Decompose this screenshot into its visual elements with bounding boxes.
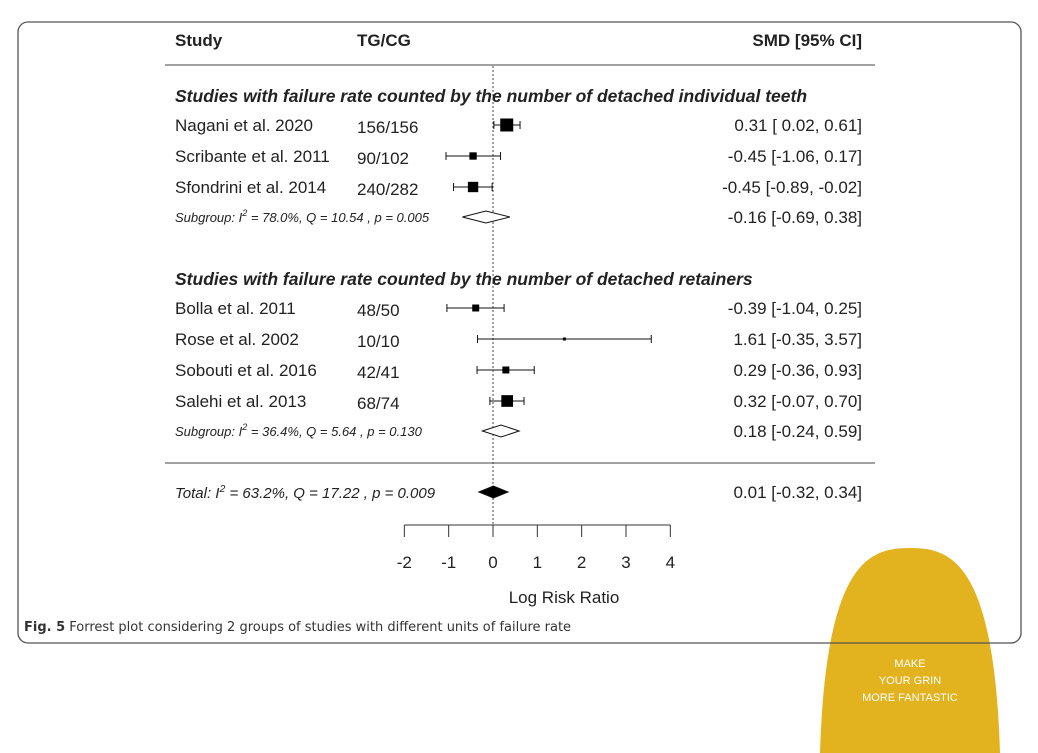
- ad-line: YOUR GRIN: [879, 675, 941, 687]
- tick-label: -2: [397, 553, 412, 572]
- caption-text: Forrest plot considering 2 groups of stu…: [65, 620, 571, 635]
- point-estimate: [501, 395, 514, 407]
- study-counts: 10/10: [357, 332, 400, 351]
- tick-label: 1: [533, 553, 542, 572]
- tick-label: 0: [488, 553, 497, 572]
- ad-line: MORE FANTASTIC: [862, 692, 958, 704]
- study-effect: 1.61 [-0.35, 3.57]: [733, 330, 862, 349]
- point-estimate: [500, 118, 514, 132]
- x-axis-label: Log Risk Ratio: [509, 588, 620, 607]
- study-counts: 48/50: [357, 301, 400, 320]
- header-counts: TG/CG: [357, 31, 411, 50]
- group-title: Studies with failure rate counted by the…: [175, 86, 807, 106]
- subgroup-diamond: [480, 424, 521, 438]
- study-name: Scribante et al. 2011: [175, 147, 330, 166]
- study-counts: 240/282: [357, 180, 418, 199]
- total-effect: 0.01 [-0.32, 0.34]: [733, 483, 862, 502]
- study-name: Salehi et al. 2013: [175, 392, 306, 411]
- study-effect: -0.39 [-1.04, 0.25]: [728, 299, 862, 318]
- point-estimate: [562, 337, 566, 341]
- study-effect: -0.45 [-1.06, 0.17]: [728, 147, 862, 166]
- study-name: Sfondrini et al. 2014: [175, 178, 326, 197]
- subgroup-diamond: [462, 210, 510, 224]
- figure-caption: Fig. 5 Forrest plot considering 2 groups…: [24, 620, 571, 635]
- total-stats: Total: I2 = 63.2%, Q = 17.22 , p = 0.009: [175, 483, 436, 502]
- study-effect: -0.45 [-0.89, -0.02]: [722, 178, 862, 197]
- point-estimate: [472, 304, 480, 312]
- tick-label: -1: [441, 553, 456, 572]
- point-estimate: [469, 152, 477, 160]
- study-name: Rose et al. 2002: [175, 330, 299, 349]
- group-title: Studies with failure rate counted by the…: [175, 269, 753, 289]
- point-estimate: [502, 366, 510, 374]
- x-axis: -2 -1 0 1 2 3 4: [397, 524, 675, 572]
- point-estimate: [467, 181, 479, 193]
- total-diamond: [477, 485, 510, 499]
- study-effect: 0.32 [-0.07, 0.70]: [733, 392, 862, 411]
- study-counts: 156/156: [357, 118, 418, 137]
- ad-text: MAKE YOUR GRIN MORE FANTASTIC: [862, 658, 958, 704]
- study-counts: 42/41: [357, 363, 400, 382]
- tick-label: 3: [621, 553, 630, 572]
- figure-frame: [17, 21, 1022, 644]
- header-effect: SMD [95% CI]: [752, 31, 862, 50]
- tick-label: 4: [666, 553, 675, 572]
- caption-label: Fig. 5: [24, 620, 65, 635]
- subgroup-stats: Subgroup: I2 = 36.4%, Q = 5.64 , p = 0.1…: [175, 422, 423, 439]
- ad-shape: [820, 548, 1000, 753]
- tick-label: 2: [577, 553, 586, 572]
- subgroup-stats: Subgroup: I2 = 78.0%, Q = 10.54 , p = 0.…: [175, 208, 430, 225]
- study-counts: 90/102: [357, 149, 409, 168]
- study-effect: 0.29 [-0.36, 0.93]: [733, 361, 862, 380]
- subgroup-effect: 0.18 [-0.24, 0.59]: [733, 422, 862, 441]
- ad-line: MAKE: [894, 658, 925, 670]
- subgroup-effect: -0.16 [-0.69, 0.38]: [728, 208, 862, 227]
- study-counts: 68/74: [357, 394, 400, 413]
- study-name: Nagani et al. 2020: [175, 116, 313, 135]
- header-study: Study: [175, 31, 223, 50]
- study-effect: 0.31 [ 0.02, 0.61]: [734, 116, 862, 135]
- study-name: Sobouti et al. 2016: [175, 361, 317, 380]
- study-name: Bolla et al. 2011: [175, 299, 296, 318]
